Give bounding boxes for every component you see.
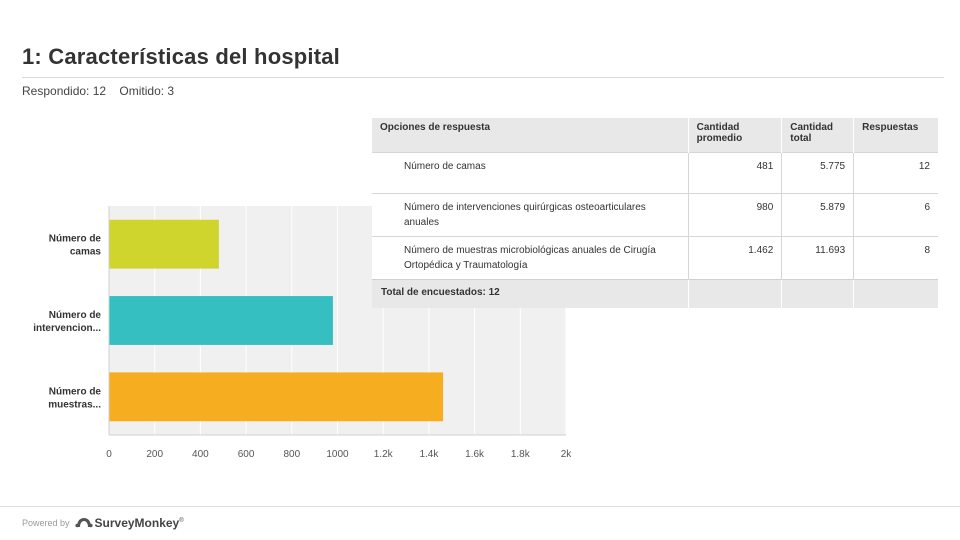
cell-avg: 1.462: [687, 236, 782, 280]
header-avg: Cantidad promedio: [687, 118, 782, 153]
brand-name: SurveyMonkey®: [95, 516, 184, 530]
cell-option: Número de camas: [372, 152, 689, 194]
cell-total: 5.775: [781, 152, 854, 194]
x-tick-label: 1.8k: [511, 449, 531, 460]
header-option: Opciones de respuesta: [372, 118, 689, 153]
table-header-row: Opciones de respuesta Cantidad promedio C…: [372, 118, 938, 153]
x-tick-label: 0: [106, 449, 112, 460]
total-respondents: Total de encuestados: 12: [372, 279, 689, 308]
header-total-line2: total: [790, 133, 812, 144]
cell-total: 11.693: [781, 236, 854, 280]
footer: Powered by SurveyMonkey®: [22, 516, 184, 530]
total-empty-cell: [853, 279, 938, 308]
powered-by-text: Powered by: [22, 518, 70, 528]
results-table: Opciones de respuesta Cantidad promedio C…: [372, 118, 938, 308]
x-tick-label: 600: [238, 449, 255, 460]
results-table-panel: Opciones de respuesta Cantidad promedio C…: [372, 118, 938, 308]
cell-responses: 12: [853, 152, 938, 194]
total-empty-cell: [687, 279, 782, 308]
table-row: Número de camas 481 5.775 12: [372, 152, 938, 194]
x-tick-label: 2k: [561, 449, 573, 460]
footer-divider: [0, 506, 960, 507]
cell-responses: 8: [853, 236, 938, 280]
cell-responses: 6: [853, 193, 938, 237]
cell-avg: 980: [687, 193, 782, 237]
table-row: Número de muestras microbiológicas anual…: [372, 236, 938, 280]
surveymonkey-logo-icon: [74, 517, 93, 530]
y-category-label: Número de: [49, 386, 102, 397]
page-title: 1: Características del hospital: [22, 44, 340, 69]
table-total-row: Total de encuestados: 12: [372, 279, 938, 308]
x-tick-label: 800: [283, 449, 300, 460]
response-summary: Respondido: 12 Omitido: 3: [22, 84, 184, 98]
table-row: Número de intervenciones quirúrgicas ost…: [372, 193, 938, 237]
header-total-line1: Cantidad: [790, 122, 834, 133]
bar: [109, 219, 219, 269]
x-tick-label: 1.6k: [465, 449, 485, 460]
x-tick-label: 1.2k: [374, 449, 394, 460]
skipped-count: Omitido: 3: [119, 84, 175, 98]
brand-text: SurveyMonkey: [94, 516, 180, 530]
x-tick-label: 200: [146, 449, 163, 460]
cell-avg: 481: [687, 152, 782, 194]
x-tick-label: 1000: [326, 449, 349, 460]
y-category-label: camas: [70, 247, 102, 258]
answered-count: Respondido: 12: [22, 84, 107, 98]
header-avg-line1: Cantidad: [696, 122, 740, 133]
total-empty-cell: [781, 279, 854, 308]
y-category-label: Número de: [49, 310, 102, 321]
cell-option: Número de muestras microbiológicas anual…: [372, 236, 689, 280]
x-tick-label: 1.4k: [419, 449, 439, 460]
header-total: Cantidad total: [781, 118, 854, 153]
bar: [109, 296, 333, 345]
header-avg-line2: promedio: [696, 133, 743, 144]
y-category-label: muestras...: [48, 399, 101, 410]
cell-total: 5.879: [781, 193, 854, 237]
y-category-label: Número de: [49, 234, 102, 245]
title-divider: [22, 77, 944, 78]
y-category-label: intervencion...: [33, 323, 101, 334]
cell-option: Número de intervenciones quirúrgicas ost…: [372, 193, 689, 237]
trademark-symbol: ®: [179, 518, 184, 524]
x-tick-label: 400: [192, 449, 209, 460]
bar: [109, 372, 444, 422]
header-responses: Respuestas: [853, 118, 938, 153]
